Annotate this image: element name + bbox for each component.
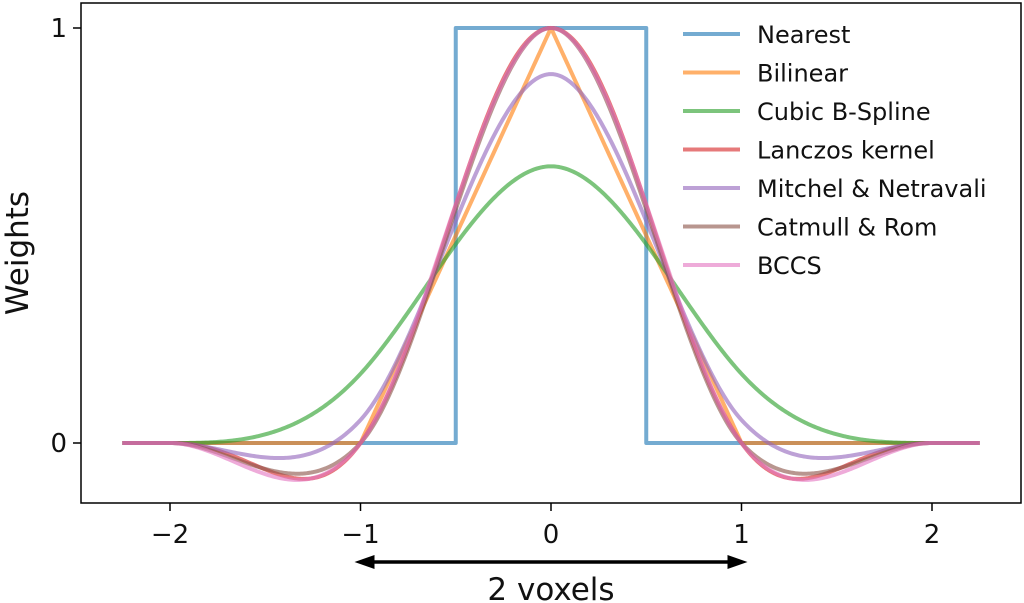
x-tick-label: 1 xyxy=(733,520,750,550)
x-axis-ticks: −2 −1 0 1 2 xyxy=(151,503,940,550)
series-line-cubic-bspline xyxy=(121,164,981,445)
legend-entry: Lanczos kernel xyxy=(683,137,935,165)
legend-entry: Cubic B-Spline xyxy=(683,98,931,126)
y-tick-label: 0 xyxy=(50,429,67,459)
y-axis-label: Weights xyxy=(0,191,36,315)
series-line-mitchell-netravali xyxy=(121,72,981,461)
axes-frame xyxy=(80,2,1022,504)
series-layer xyxy=(121,26,981,482)
x-tick-label: −1 xyxy=(341,520,379,550)
y-axis-ticks: 01 xyxy=(50,14,81,459)
voxel-span-label: 2 voxels xyxy=(487,572,614,603)
voxel-span-annotation: 2 voxels xyxy=(354,555,748,603)
legend-entry: Catmull & Rom xyxy=(683,214,937,242)
legend-label: BCCS xyxy=(757,252,822,280)
legend-label: Cubic B-Spline xyxy=(757,98,931,126)
legend-entry: BCCS xyxy=(683,252,822,280)
legend-label: Catmull & Rom xyxy=(757,214,937,242)
x-tick-label: 0 xyxy=(543,520,560,550)
legend-label: Nearest xyxy=(757,21,850,49)
arrow-head-left-icon xyxy=(354,555,375,569)
legend-entry: Bilinear xyxy=(683,60,848,88)
y-tick-label: 1 xyxy=(50,14,67,44)
legend-entry: Mitchel & Netravali xyxy=(683,175,987,203)
legend: Nearest Bilinear Cubic B-Spline Lanczos ker… xyxy=(683,21,987,280)
legend-entry: Nearest xyxy=(683,21,850,49)
legend-label: Lanczos kernel xyxy=(757,137,935,165)
series-line-lanczos xyxy=(121,26,981,481)
x-tick-label: −2 xyxy=(151,520,189,550)
legend-label: Mitchel & Netravali xyxy=(757,175,987,203)
x-tick-label: 2 xyxy=(924,520,941,550)
series-line-bccs xyxy=(121,26,981,482)
series-line-catmull-rom xyxy=(121,26,981,476)
arrow-head-right-icon xyxy=(727,555,748,569)
legend-label: Bilinear xyxy=(757,60,848,88)
